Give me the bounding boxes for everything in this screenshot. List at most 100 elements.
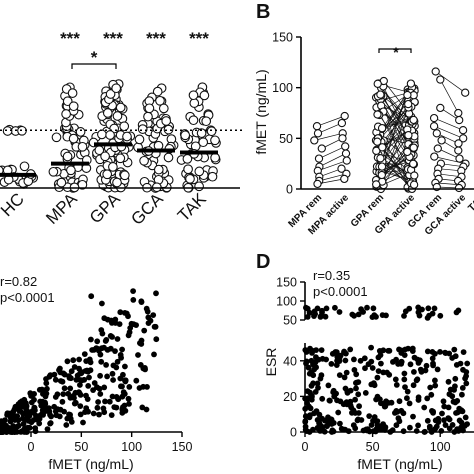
- panel-d-point: [392, 376, 399, 383]
- panel-b-pair-line-mpa: [319, 153, 347, 168]
- panel-a-significance-gca: ***: [146, 29, 166, 48]
- panel-d-point: [309, 350, 315, 356]
- panel-d-point: [402, 384, 408, 390]
- panel-c-point: [143, 406, 150, 413]
- panel-a-point-tak: [201, 116, 212, 127]
- panel-d-point: [453, 309, 460, 316]
- panel-c-point: [47, 411, 53, 418]
- panel-b-point-mpa-active: [337, 118, 347, 128]
- panel-b-point-mpa-active: [337, 164, 346, 173]
- panel-b-point-gca-active: [455, 154, 464, 163]
- panel-b-point-gca-rem: [432, 129, 441, 138]
- panel-d-point: [459, 391, 465, 398]
- panel-d-point: [362, 390, 369, 396]
- panel-c-point: [29, 392, 36, 399]
- panel-d-point: [319, 395, 326, 402]
- panel-d-point: [433, 423, 440, 430]
- panel-d-point: [413, 428, 420, 434]
- panel-c-point: [94, 404, 101, 411]
- panel-d-point: [350, 422, 357, 429]
- panel-d-point: [401, 352, 408, 358]
- panel-c-point: [114, 336, 121, 342]
- panel-b-point-gpa-active: [409, 143, 418, 152]
- panel-c-point: [44, 385, 50, 392]
- panel-d-point: [453, 410, 459, 416]
- panel-d-point: [401, 370, 408, 377]
- panel-d-point: [439, 410, 445, 417]
- panel-a-point-gpa: [102, 108, 113, 118]
- panel-a-median-bars: [0, 142, 218, 177]
- panel-d-point: [428, 391, 435, 398]
- panel-d-point: [429, 310, 436, 317]
- panel-c-point: [122, 363, 128, 370]
- panel-d-point: [446, 391, 453, 398]
- panel-c-point: [68, 368, 75, 375]
- panel-c-point: [153, 336, 160, 343]
- panel-d-point: [330, 387, 337, 394]
- panel-d-point: [383, 312, 389, 319]
- panel-b-point-gca-rem: [433, 144, 442, 153]
- panel-d-point: [314, 380, 321, 387]
- panel-a-point-gca: [143, 111, 153, 122]
- panel-d-point: [351, 367, 358, 373]
- panel-d-point: [446, 416, 453, 423]
- panel-d-point: [329, 350, 336, 357]
- panel-d-point: [449, 422, 456, 428]
- panel-b-pair-line-gca: [435, 71, 466, 93]
- panel-b-point-gpa-active: [409, 115, 418, 125]
- panel-d-point: [424, 395, 431, 402]
- panel-d-point: [366, 413, 373, 419]
- panel-c-point: [51, 371, 58, 378]
- panel-c-point: [59, 378, 66, 385]
- panel-c-point: [46, 373, 53, 380]
- panel-d-point: [364, 426, 371, 432]
- panel-d-point: [326, 397, 333, 404]
- panel-b-point-gca-active: [454, 146, 463, 155]
- panel-c-point: [130, 297, 137, 303]
- panel-c-point: [116, 321, 123, 327]
- panel-d-point: [333, 362, 340, 368]
- panel-a-point-gpa: [119, 121, 130, 132]
- panel-c-point: [80, 419, 86, 426]
- panel-b-pair-line-mpa: [317, 122, 343, 134]
- panel-c-point: [67, 385, 74, 392]
- panel-c: r=0.82 p<0.0001 0 50 100 150 fMET (ng/mL): [0, 274, 192, 472]
- panel-d-point: [452, 353, 459, 360]
- panel-a-point-tak: [182, 154, 193, 164]
- panel-b-point-mpa-rem: [312, 122, 322, 131]
- panel-d-point: [415, 422, 421, 429]
- panel-a-point-gca: [137, 124, 148, 134]
- panel-a-point-tak: [206, 126, 217, 137]
- panel-a-point-gca: [152, 86, 163, 97]
- panel-c-point: [114, 358, 121, 365]
- panel-c-point: [95, 399, 101, 405]
- panel-c-point: [130, 288, 137, 294]
- panel-b-point-gca-rem: [429, 122, 439, 131]
- panel-b-point-mpa-active: [340, 111, 349, 121]
- panel-d-point: [456, 417, 463, 424]
- panel-d-point: [460, 366, 466, 373]
- panel-a-point-mpa: [61, 109, 71, 119]
- panel-c-point: [78, 370, 85, 377]
- panel-d-point: [347, 346, 354, 353]
- panel-a-point-tak: [198, 137, 209, 148]
- panel-d-point: [393, 356, 399, 363]
- panel-a-category-gca: GCA: [127, 189, 167, 229]
- panel-b-point-gca-rem: [431, 67, 440, 76]
- panel-d-point: [323, 356, 329, 363]
- panel-c-point: [81, 376, 88, 383]
- panel-c-point: [40, 391, 46, 397]
- panel-c-point: [109, 393, 116, 400]
- panel-d-point: [411, 354, 418, 361]
- panel-d-point: [429, 349, 436, 355]
- panel-c-point: [98, 358, 105, 365]
- panel-c-point: [57, 369, 64, 376]
- panel-a-point-gca: [155, 95, 165, 106]
- panel-d-point: [337, 398, 344, 405]
- panel-d-point: [361, 355, 368, 362]
- panel-d-point: [311, 410, 317, 417]
- panel-c-point: [112, 348, 118, 354]
- panel-c-point: [10, 408, 17, 415]
- panel-d-point: [441, 403, 448, 410]
- panel-b-point-mpa-rem: [313, 129, 323, 138]
